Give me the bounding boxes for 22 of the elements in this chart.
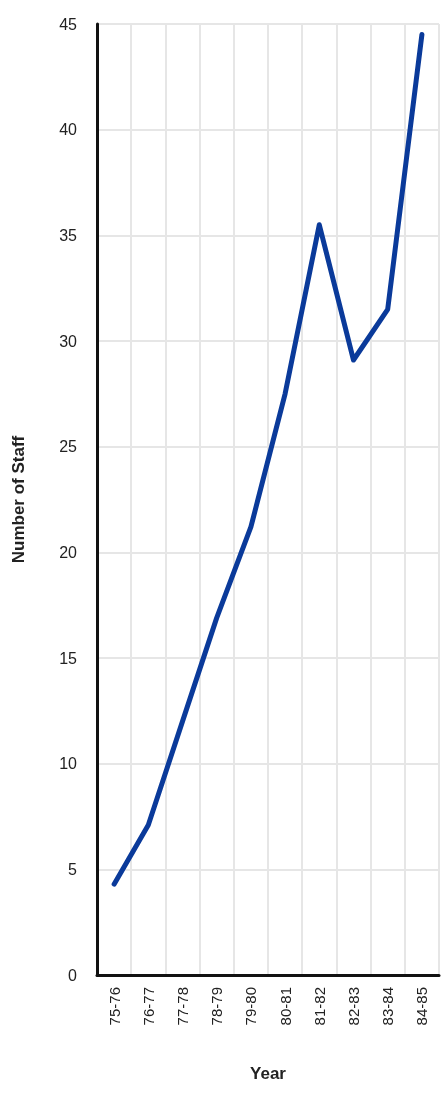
y-tick-label: 45 (59, 15, 78, 33)
x-tick-label: 81-82 (310, 987, 328, 1026)
x-tick-label: 76-77 (139, 987, 157, 1026)
y-tick-label: 30 (59, 332, 78, 350)
y-tick-label: 0 (68, 966, 78, 984)
y-tick-label: 15 (59, 649, 78, 667)
y-tick-label: 35 (59, 226, 78, 244)
x-tick-label: 84-85 (413, 987, 431, 1026)
x-tick-label: 78-79 (208, 987, 226, 1026)
y-tick-label: 10 (59, 755, 78, 773)
x-tick-label: 75-76 (105, 987, 123, 1026)
x-tick-label: 77-78 (174, 987, 191, 1026)
x-axis-title: Year (250, 1064, 287, 1083)
x-tick-label: 80-81 (276, 987, 294, 1026)
y-tick-label: 25 (59, 438, 78, 456)
y-axis-title: Number of Staff (9, 435, 28, 564)
x-tick-label: 79-80 (242, 987, 260, 1026)
x-tick-label: 82-83 (345, 987, 362, 1026)
y-tick-label: 20 (59, 543, 78, 561)
y-tick-label: 40 (59, 121, 78, 139)
y-tick-label: 5 (68, 860, 78, 878)
x-tick-label: 83-84 (379, 987, 397, 1026)
